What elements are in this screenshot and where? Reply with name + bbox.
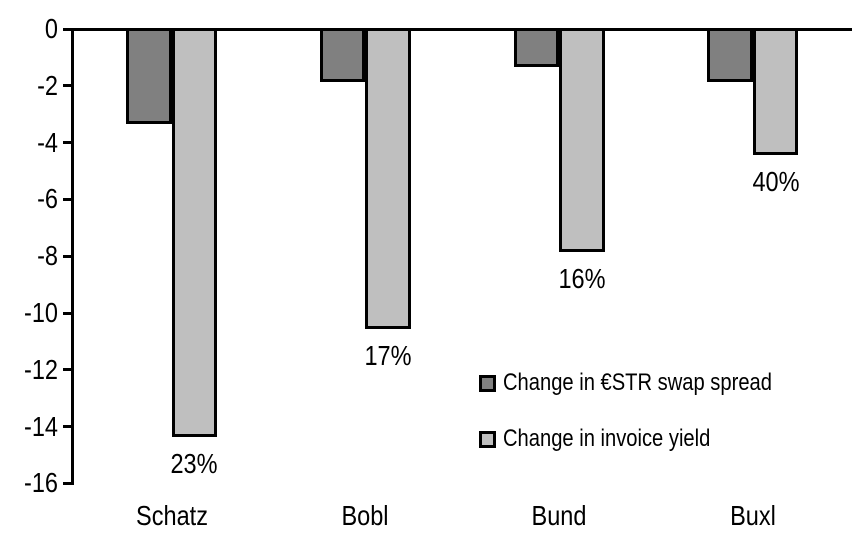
category-label: Schatz [135,500,208,531]
y-tick-label: -2 [37,69,58,101]
y-tick [63,141,74,145]
bar-swap-spread [319,27,366,82]
legend-swatch-swap-spread [479,374,496,392]
y-tick-label: -6 [37,183,58,215]
y-tick-label: -8 [37,240,58,272]
data-label: 16% [558,263,606,295]
bar-invoice-yield [559,27,605,253]
data-label: 40% [752,166,800,198]
bar-swap-spread [707,27,753,82]
bar-swap-spread [513,27,560,68]
y-tick [63,84,74,88]
y-tick [63,481,74,485]
y-tick [63,311,74,315]
y-tick [63,197,74,201]
y-tick-label: -14 [24,410,58,442]
category-label: Bund [531,500,587,531]
x-axis-line [63,27,852,31]
data-label: 23% [170,447,218,479]
bar-swap-spread [126,27,172,125]
legend-swatch-invoice-yield [479,430,496,448]
legend-item-swap-spread: Change in €STR swap spread [479,371,823,395]
legend-item-invoice-yield: Change in invoice yield [479,427,750,451]
y-tick-label: -10 [24,297,58,328]
category-label: Bobl [341,500,389,531]
y-tick-label: -12 [24,353,58,385]
y-tick-label: -16 [24,467,58,499]
bar-invoice-yield [752,27,799,156]
legend-label-invoice-yield: Change in invoice yield [503,425,711,452]
y-tick-label: -4 [37,126,58,158]
bar-invoice-yield [171,27,217,437]
bar-invoice-yield [365,27,411,329]
y-tick [63,425,74,429]
y-tick-label: 0 [44,13,58,44]
y-tick [63,368,74,372]
category-label: Buxl [730,500,776,531]
y-tick [63,254,74,258]
y-tick [63,27,74,31]
data-label: 17% [364,339,412,371]
legend-label-swap-spread: Change in €STR swap spread [503,369,772,396]
